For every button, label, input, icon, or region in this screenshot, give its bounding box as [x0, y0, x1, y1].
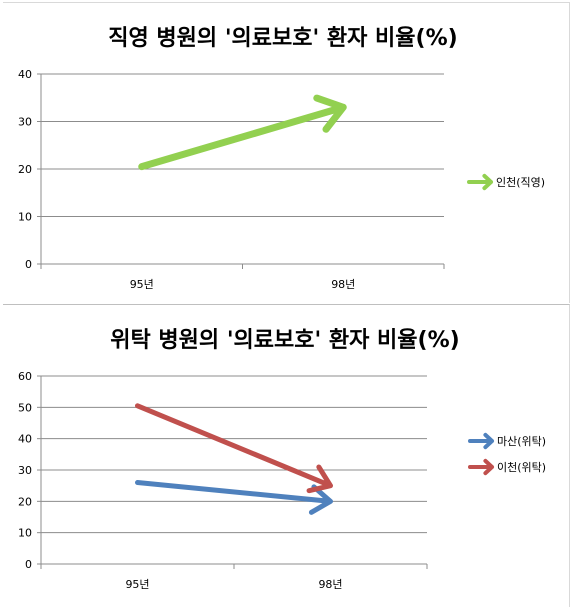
y-tick-label: 20	[18, 163, 32, 176]
chart-direct-svg: 직영 병원의 '의료보호' 환자 비율(%) 0 10 20 30 40 95년 98년 인천(…	[18, 26, 545, 291]
chart-title: 직영 병원의 '의료보호' 환자 비율(%)	[108, 26, 457, 51]
y-tick-label: 40	[18, 433, 32, 446]
x-tick-label: 98년	[331, 278, 355, 291]
y-tick-label: 20	[18, 495, 32, 508]
y-tick-label: 10	[18, 527, 32, 540]
legend-arrow-icon	[468, 458, 494, 476]
y-tick-label: 30	[18, 464, 32, 477]
x-tick-label: 95년	[130, 278, 154, 291]
legend-arrow-icon	[468, 432, 494, 450]
chart-panel-direct: 직영 병원의 '의료보호' 환자 비율(%) 0 10 20 30 40 95년 98년 인천(…	[3, 2, 570, 303]
y-tick-label: 30	[18, 116, 32, 129]
series-arrow	[135, 480, 333, 515]
legend-label: 이천(위탁)	[497, 460, 546, 474]
chart-panel-consigned: 위탁 병원의 '의료보호' 환자 비율(%) 0 10 20 30 40 50 60 95년 98…	[3, 304, 570, 607]
x-tick-label: 98년	[318, 578, 342, 591]
legend-label: 마산(위탁)	[497, 435, 546, 448]
y-tick-label: 10	[18, 211, 32, 224]
chart-consigned-svg: 위탁 병원의 '의료보호' 환자 비율(%) 0 10 20 30 40 50 60 95년 98…	[18, 328, 546, 591]
chart-title: 위탁 병원의 '의료보호' 환자 비율(%)	[110, 328, 459, 353]
y-tick-label: 40	[18, 68, 32, 81]
y-tick-label: 60	[18, 370, 32, 383]
x-tick-label: 95년	[125, 578, 149, 591]
legend-arrow-icon	[467, 173, 493, 191]
y-tick-label: 50	[18, 401, 32, 414]
y-tick-label: 0	[25, 558, 32, 571]
legend-label: 인천(직영)	[496, 175, 545, 189]
series-arrow	[138, 94, 347, 171]
series-arrow	[135, 403, 333, 494]
y-tick-label: 0	[25, 258, 32, 271]
